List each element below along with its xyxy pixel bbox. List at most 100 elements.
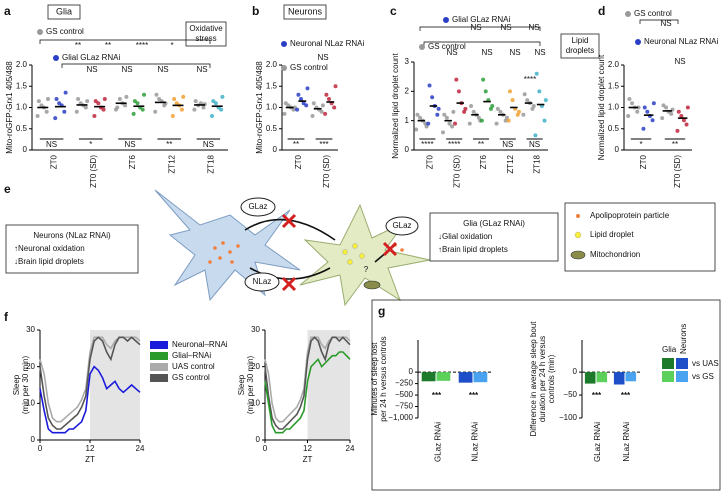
significance-label: ** bbox=[478, 140, 484, 149]
data-point bbox=[320, 103, 325, 108]
data-point bbox=[201, 105, 206, 110]
bracket bbox=[419, 26, 541, 31]
y-axis-label: Mito-roGFP-Grx1 405/488 bbox=[5, 61, 14, 154]
note: stress bbox=[195, 34, 216, 43]
data-point bbox=[282, 111, 287, 116]
y-axis-label: per 24 h versus controls bbox=[379, 336, 388, 421]
data-point bbox=[179, 107, 184, 112]
y-tick-label: 0.5 bbox=[608, 124, 620, 133]
annotation: NS bbox=[196, 65, 207, 74]
legend-swatch bbox=[662, 371, 674, 382]
x-tick-label: ZT0 (SD) bbox=[673, 155, 682, 188]
data-point bbox=[660, 116, 665, 121]
y-tick-label: 0 bbox=[256, 435, 261, 444]
y-tick-label: 2.0 bbox=[16, 60, 28, 69]
significance-label: NS bbox=[502, 140, 513, 149]
y-tick-label: 2.0 bbox=[608, 60, 620, 69]
x-tick-label: 0 bbox=[38, 444, 43, 453]
legend-swatch bbox=[150, 374, 168, 382]
panel-label: a bbox=[4, 4, 11, 18]
bar bbox=[421, 372, 436, 382]
data-point bbox=[332, 105, 337, 110]
x-tick-label: 24 bbox=[136, 444, 145, 453]
bar bbox=[584, 372, 596, 384]
data-point bbox=[102, 97, 107, 101]
legend-swatch bbox=[150, 341, 168, 349]
data-point bbox=[327, 97, 331, 101]
legend-label: Glial–RNAi bbox=[172, 351, 211, 360]
data-point bbox=[685, 105, 690, 110]
data-point bbox=[323, 111, 328, 116]
significance-label: ** bbox=[166, 140, 172, 149]
data-point bbox=[426, 121, 431, 126]
data-point bbox=[85, 99, 90, 104]
data-point bbox=[494, 121, 499, 126]
legend-label: Mitochondrion bbox=[590, 250, 640, 259]
bar bbox=[625, 372, 637, 382]
bar bbox=[613, 372, 625, 385]
y-tick-label: 0 bbox=[405, 145, 410, 154]
data-point bbox=[675, 128, 680, 133]
data-point bbox=[57, 101, 62, 106]
data-point bbox=[311, 101, 316, 106]
data-point bbox=[415, 112, 420, 117]
legend-label: UAS control bbox=[172, 362, 215, 371]
box-text: ↓Brain lipid droplets bbox=[14, 257, 84, 266]
data-point bbox=[174, 101, 179, 106]
panel-label: g bbox=[378, 304, 385, 318]
data-point bbox=[444, 115, 449, 120]
legend-label: Neuronal–RNAi bbox=[172, 340, 228, 349]
data-point bbox=[525, 98, 530, 103]
significance-label: *** bbox=[432, 391, 442, 400]
legend-swatch bbox=[570, 250, 586, 260]
data-point bbox=[661, 103, 666, 108]
y-axis-label: Sleep bbox=[12, 374, 21, 395]
significance-label: *** bbox=[592, 391, 602, 400]
bar bbox=[473, 372, 488, 383]
panel-label: c bbox=[390, 4, 397, 18]
significance-label: NS bbox=[124, 140, 135, 149]
y-tick-label: −750 bbox=[395, 402, 414, 411]
y-tick-label: 20 bbox=[26, 362, 35, 371]
note-box bbox=[560, 33, 600, 59]
bubble bbox=[244, 272, 280, 292]
data-point bbox=[436, 106, 441, 111]
box-text: ↓Glial oxidation bbox=[438, 232, 492, 241]
bracket bbox=[639, 19, 679, 24]
annotation: **** bbox=[136, 41, 148, 50]
data-point bbox=[507, 89, 512, 94]
data-point bbox=[635, 109, 640, 114]
data-point bbox=[467, 121, 472, 126]
significance-label: NS bbox=[203, 140, 214, 149]
panel-label: b bbox=[252, 4, 259, 18]
y-tick-label: 30 bbox=[26, 325, 35, 334]
data-point bbox=[645, 109, 650, 114]
legend-swatch bbox=[676, 358, 688, 369]
box-text: ↑Brain lipid droplets bbox=[438, 245, 508, 254]
panel-label: d bbox=[598, 4, 605, 18]
note: droplets bbox=[566, 46, 594, 55]
x-tick-label: GLaz RNAi bbox=[593, 422, 602, 462]
y-tick-label: 0 bbox=[409, 367, 414, 376]
annotation: NS bbox=[481, 48, 492, 57]
y-tick-label: 1.0 bbox=[16, 103, 28, 112]
data-point bbox=[483, 89, 488, 94]
legend-marker bbox=[281, 65, 287, 71]
data-point bbox=[440, 130, 445, 135]
data-point bbox=[463, 106, 468, 111]
y-tick-label: 0 bbox=[615, 145, 620, 154]
y-tick-label: −50 bbox=[563, 390, 577, 399]
legend-swatch bbox=[576, 214, 580, 218]
annotation: NS bbox=[157, 65, 168, 74]
legend-marker bbox=[53, 55, 59, 61]
y-tick-label: 10 bbox=[26, 398, 35, 407]
y-tick-label: 0 bbox=[23, 145, 28, 154]
data-point bbox=[627, 97, 632, 101]
panel-g-box bbox=[371, 299, 721, 491]
data-point bbox=[299, 97, 303, 101]
x-axis-label: ZT bbox=[85, 455, 95, 464]
bracket bbox=[61, 63, 211, 68]
x-tick-label: ZT0 bbox=[639, 154, 648, 169]
bracket bbox=[39, 39, 211, 44]
series-line bbox=[264, 351, 351, 434]
